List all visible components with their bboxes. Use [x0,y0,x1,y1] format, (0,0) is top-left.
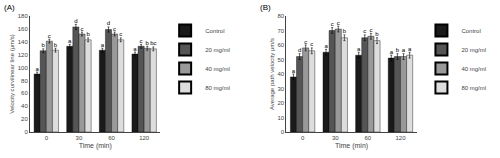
svg-text:(A): (A) [4,3,15,12]
svg-text:120: 120 [18,52,29,58]
svg-text:a: a [390,49,394,55]
svg-text:60: 60 [365,135,372,141]
svg-text:a: a [408,46,412,52]
svg-text:80 mg/ml: 80 mg/ml [461,85,486,91]
svg-text:120: 120 [139,135,150,141]
svg-text:c: c [119,31,122,37]
svg-text:a: a [35,66,39,72]
svg-text:a: a [68,38,72,44]
svg-text:c: c [310,41,313,47]
svg-text:40 mg/ml: 40 mg/ml [461,66,486,72]
svg-text:20: 20 [21,116,28,122]
svg-text:Time (min): Time (min) [79,142,112,150]
svg-text:c: c [331,21,334,27]
svg-text:20 mg/ml: 20 mg/ml [205,47,230,53]
svg-text:Average path velocity μm/s: Average path velocity μm/s [269,38,275,110]
svg-text:a: a [133,46,137,52]
svg-text:a: a [357,46,361,52]
svg-text:Control: Control [205,28,224,34]
svg-text:d: d [107,20,110,26]
svg-text:a: a [324,43,328,49]
svg-text:40: 40 [21,103,28,109]
svg-text:(B): (B) [260,3,271,12]
svg-text:180: 180 [18,13,29,19]
svg-text:30: 30 [277,86,284,92]
svg-text:0: 0 [24,129,28,135]
svg-text:a: a [101,42,105,48]
svg-text:80: 80 [277,13,284,19]
svg-text:120: 120 [395,135,406,141]
svg-text:70: 70 [277,28,284,34]
svg-text:b: b [146,40,150,46]
svg-text:c: c [113,26,116,32]
svg-text:20 mg/ml: 20 mg/ml [461,47,486,53]
svg-text:80 mg/ml: 80 mg/ml [205,85,230,91]
svg-text:60: 60 [108,135,115,141]
svg-text:40 mg/ml: 40 mg/ml [205,66,230,72]
svg-text:c: c [80,26,83,32]
svg-text:bc: bc [150,40,156,46]
svg-text:10: 10 [277,115,284,121]
svg-text:d: d [74,18,77,24]
svg-text:60: 60 [21,90,28,96]
svg-text:a: a [292,68,296,74]
svg-text:Control: Control [461,28,480,34]
svg-text:100: 100 [18,65,29,71]
svg-text:80: 80 [21,78,28,84]
svg-text:0: 0 [301,135,305,141]
svg-text:30: 30 [76,135,83,141]
svg-text:c: c [337,20,340,26]
svg-text:50: 50 [277,57,284,63]
svg-text:c: c [369,27,372,33]
svg-text:d: d [298,47,301,53]
svg-text:b: b [375,31,379,37]
svg-text:60: 60 [277,42,284,48]
svg-text:b: b [343,28,347,34]
svg-text:c: c [140,38,143,44]
svg-text:b: b [42,42,46,48]
svg-text:Velocity curvilinear line (μm/: Velocity curvilinear line (μm/s) [9,34,15,113]
svg-text:30: 30 [332,135,339,141]
svg-text:0: 0 [281,129,285,135]
svg-text:0: 0 [45,135,49,141]
svg-text:a: a [402,47,406,53]
svg-text:20: 20 [277,100,284,106]
svg-text:b: b [86,31,90,37]
svg-text:b: b [54,42,58,48]
svg-text:160: 160 [18,26,29,32]
svg-text:Time (min): Time (min) [335,142,368,150]
svg-text:b: b [396,47,400,53]
svg-text:140: 140 [18,39,29,45]
svg-text:c: c [304,39,307,45]
svg-text:c: c [363,28,366,34]
svg-text:40: 40 [277,71,284,77]
svg-text:c: c [48,33,51,39]
